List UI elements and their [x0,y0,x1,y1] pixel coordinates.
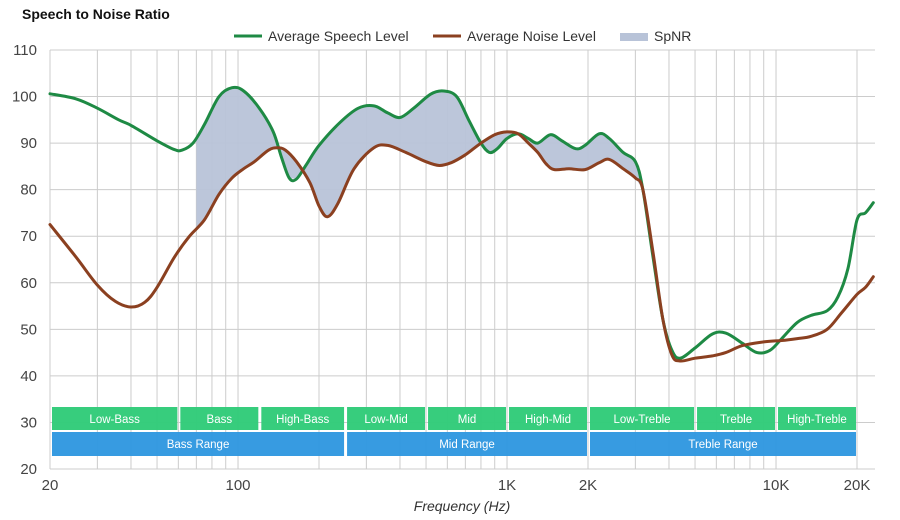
band-label: Low-Treble [613,414,670,426]
series-lines [48,85,875,363]
x-tick-label: 100 [226,477,251,494]
legend-swatch-area [620,33,648,41]
range-label: Bass Range [167,439,230,451]
band-label: Bass [207,414,233,426]
band-label: Mid [458,414,477,426]
band-label: High-Treble [787,414,847,426]
legend-item-average-noise-level[interactable]: Average Noise Level [433,28,596,44]
x-axis-ticks: 20 100 1K 2K 10K 20K [42,477,871,494]
band-label: Treble [720,414,752,426]
x-tick-label: 20 [42,477,59,494]
band-high-mid [509,407,587,430]
y-tick-label: 90 [20,135,37,152]
band-bass [180,407,259,430]
x-tick-label: 2K [579,477,597,494]
x-tick-label: 10K [763,477,790,494]
band-high-bass [261,407,345,430]
range-bass-range [52,432,345,456]
band-treble [697,407,776,430]
y-tick-label: 70 [20,228,37,245]
range-mid-range [347,432,587,456]
legend: Average Speech Level Average Noise Level S… [234,28,691,44]
range-label: Treble Range [688,439,757,451]
band-low-treble [590,407,695,430]
frequency-bands: Low-Bass Bass High-Bass Low-Mid Mid High-Mid L… [52,407,856,456]
band-high-treble [778,407,856,430]
band-label: Low-Bass [89,414,140,426]
x-tick-label: 1K [498,477,516,494]
band-label: Low-Mid [364,414,407,426]
y-tick-label: 80 [20,182,37,199]
legend-label: SpNR [654,28,691,44]
legend-label: Average Speech Level [268,28,409,44]
band-label: High-Mid [525,414,571,426]
y-axis-ticks: 20 30 40 50 60 70 80 90 100 110 [12,42,37,478]
chart-title: Speech to Noise Ratio [22,6,170,22]
y-tick-label: 110 [13,42,37,59]
y-tick-label: 50 [20,321,37,338]
legend-item-spnr[interactable]: SpNR [620,28,691,44]
band-mid [428,407,507,430]
y-tick-label: 60 [20,275,37,292]
x-tick-label: 20K [844,477,871,494]
average-speech-level-line [48,85,875,360]
average-noise-level-line [48,130,875,363]
band-label: High-Bass [276,414,329,426]
range-treble-range [590,432,856,456]
y-tick-label: 40 [20,368,37,385]
y-tick-label: 100 [12,89,37,106]
legend-label: Average Noise Level [467,28,596,44]
y-tick-label: 20 [20,461,37,478]
y-tick-label: 30 [20,414,37,431]
x-axis-label: Frequency (Hz) [414,498,510,514]
legend-item-average-speech-level[interactable]: Average Speech Level [234,28,409,44]
band-low-bass [52,407,178,430]
band-low-mid [347,407,426,430]
range-label: Mid Range [439,439,495,451]
